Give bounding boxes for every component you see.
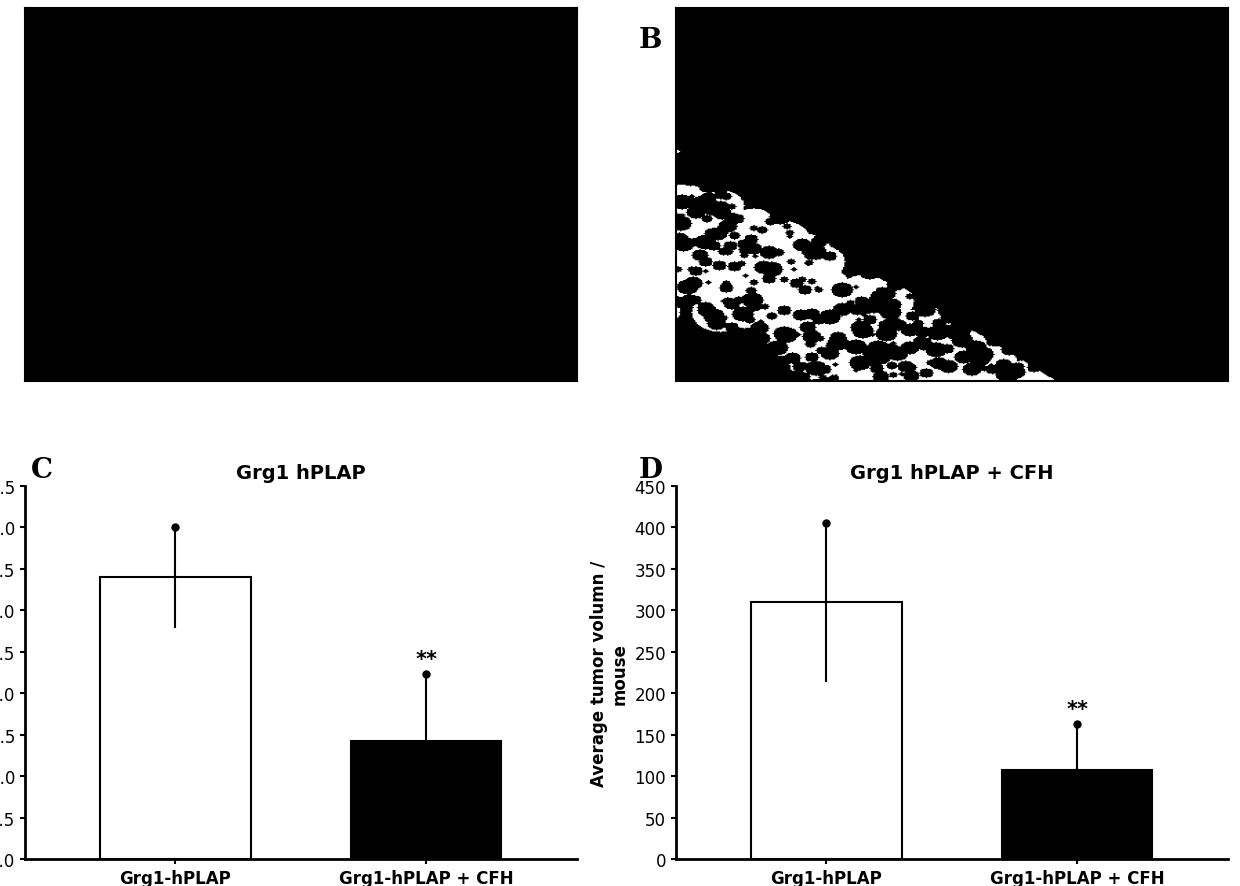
Bar <box>100 578 250 859</box>
Text: A: A <box>31 27 52 53</box>
Bar <box>351 741 501 859</box>
Y-axis label: Average tumor volumn /
mouse: Average tumor volumn / mouse <box>590 560 629 786</box>
Text: D: D <box>639 456 662 483</box>
Text: **: ** <box>1066 699 1089 719</box>
Title: Grg1 hPLAP: Grg1 hPLAP <box>236 463 366 482</box>
Bar <box>751 602 901 859</box>
Text: C: C <box>31 456 53 483</box>
Title: Grg1 hPLAP + CFH: Grg1 hPLAP + CFH <box>849 463 1054 482</box>
Text: B: B <box>639 27 662 53</box>
Bar <box>1002 770 1152 859</box>
Text: **: ** <box>415 649 436 669</box>
